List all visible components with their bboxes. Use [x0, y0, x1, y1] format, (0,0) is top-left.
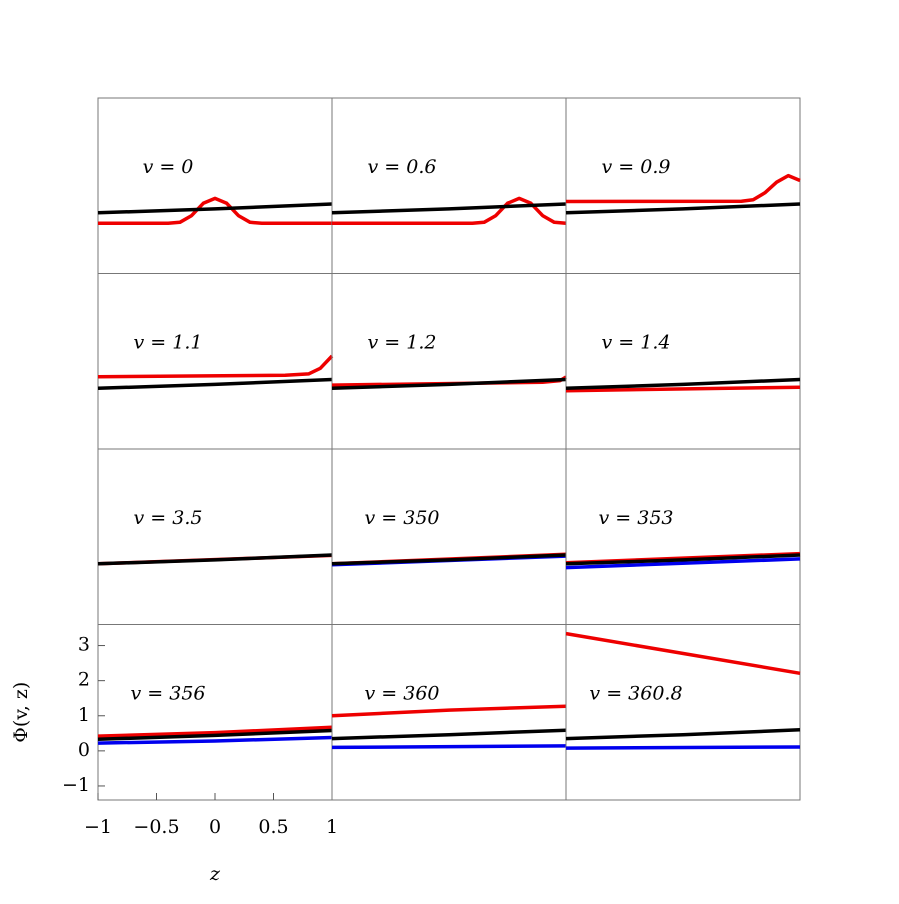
curve: [97, 202, 333, 215]
curve: [331, 377, 567, 391]
y-tick-label: −1: [62, 774, 90, 796]
y-tick-label: 2: [78, 669, 90, 691]
panel-label: v = 360: [365, 683, 440, 705]
x-axis-label: z: [209, 863, 221, 885]
curve: [98, 196, 332, 226]
panel-label: v = 353: [599, 507, 674, 529]
curve: [565, 728, 801, 741]
curve: [97, 735, 333, 745]
x-tick-label: −0.5: [133, 816, 179, 838]
panel-frame: [565, 273, 801, 450]
y-tick-label: 1: [78, 704, 90, 726]
curve: [97, 725, 333, 738]
panel-label: v = 1.2: [368, 332, 437, 354]
curve: [97, 354, 334, 379]
panel-label: v = 0.6: [368, 156, 437, 178]
x-tick-label: 0: [209, 816, 221, 838]
curve: [331, 744, 567, 750]
curve: [565, 631, 801, 676]
curve: [331, 553, 567, 566]
curve: [332, 196, 567, 226]
panel-frame: [97, 273, 333, 450]
panel-label: v = 0.9: [602, 156, 671, 178]
panel-frame: [97, 448, 333, 625]
curve: [565, 553, 801, 566]
panel-frame: [565, 448, 801, 625]
panel-label: v = 1.4: [602, 332, 671, 354]
curve: [97, 377, 333, 391]
panel-frame: [331, 448, 567, 625]
curve: [565, 377, 801, 391]
curve: [97, 728, 333, 742]
curve: [331, 202, 567, 215]
panel-frame: [331, 97, 567, 274]
x-tick-label: 1: [326, 816, 338, 838]
curve: [331, 704, 567, 718]
curve: [565, 557, 801, 570]
y-axis-label: Φ(v, z): [10, 682, 32, 743]
curve: [97, 553, 333, 566]
panel-frame: [331, 273, 567, 450]
panel-frame: [565, 624, 801, 801]
panel-label: v = 356: [131, 683, 206, 705]
panel-label: v = 360.8: [589, 683, 682, 705]
panel-frame: [97, 624, 333, 801]
x-tick-label: −1: [84, 816, 112, 838]
panel-label: v = 0: [143, 156, 194, 178]
curve: [565, 385, 801, 393]
y-tick-label: 3: [78, 634, 90, 656]
curve: [565, 202, 801, 215]
panel-label: v = 350: [365, 507, 440, 529]
panel-frame: [97, 97, 333, 274]
curve: [331, 728, 567, 741]
curve: [565, 745, 801, 750]
panel-frame: [331, 624, 567, 801]
panel-label: v = 3.5: [134, 507, 203, 529]
panel-frame: [565, 97, 801, 274]
x-tick-label: 0.5: [258, 816, 288, 838]
panel-label: v = 1.1: [134, 332, 203, 354]
y-tick-label: 0: [78, 739, 90, 761]
curve: [565, 173, 801, 204]
